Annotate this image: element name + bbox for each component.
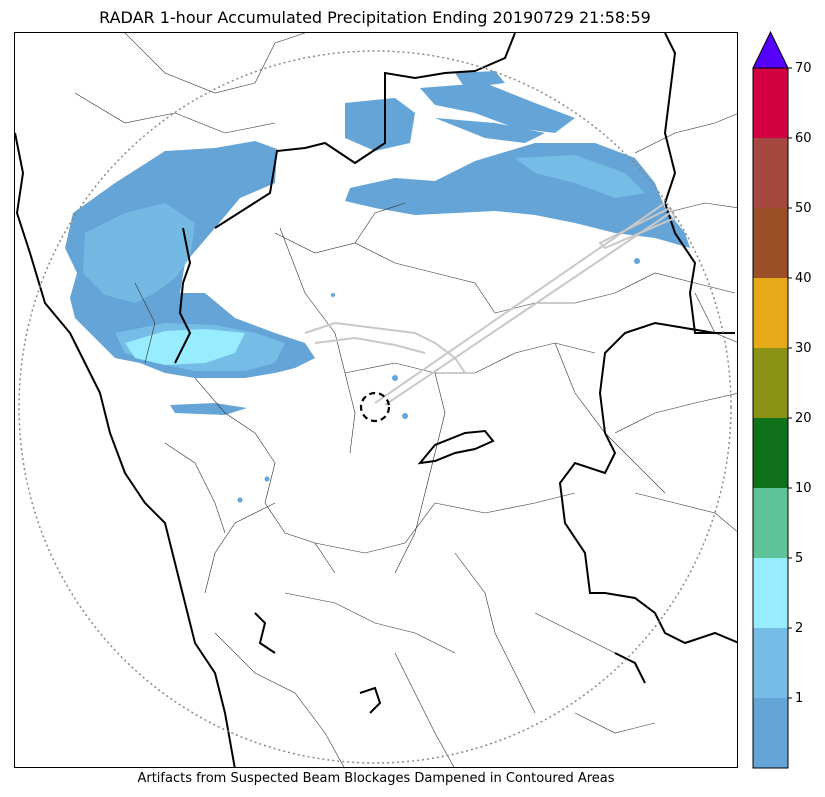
precip-cell xyxy=(392,375,398,381)
colorbar-tick-label: 20 xyxy=(795,411,812,426)
colorbar-bin xyxy=(753,348,788,418)
precip-cell xyxy=(402,413,408,419)
colorbar: 1 2 5 10 20 30 40 50 60 70 xyxy=(745,28,825,773)
precip-area-south-stripe xyxy=(170,403,247,415)
colorbar-bin xyxy=(753,278,788,348)
chart-title: RADAR 1-hour Accumulated Precipitation E… xyxy=(99,8,651,27)
colorbar-extend-arrow xyxy=(752,30,789,69)
radar-site-marker xyxy=(359,391,391,423)
colorbar-tick-label: 2 xyxy=(795,621,803,636)
precip-cell xyxy=(237,497,243,503)
range-ring xyxy=(18,50,732,764)
colorbar-bin xyxy=(753,488,788,558)
precip-area-north-streak2 xyxy=(455,71,505,88)
colorbar-bin xyxy=(753,558,788,628)
colorbar-bin xyxy=(753,418,788,488)
colorbar-outline xyxy=(752,67,789,769)
map-caption: Artifacts from Suspected Beam Blockages … xyxy=(137,771,615,786)
precip-cell xyxy=(264,476,270,482)
precip-area-west-inner xyxy=(83,203,195,303)
map-canvas xyxy=(15,33,737,767)
colorbar-tick-label: 50 xyxy=(795,201,812,216)
precip-area-north xyxy=(345,98,415,151)
precip-area-north-east xyxy=(435,118,545,143)
precip-area-east-inner xyxy=(515,155,645,198)
precip-cell xyxy=(331,293,335,297)
colorbar-bin xyxy=(753,68,788,138)
precip-cell xyxy=(73,306,77,310)
colorbar-tick-label: 5 xyxy=(795,551,803,566)
precip-area-west xyxy=(65,141,315,378)
colorbar-tick-label: 40 xyxy=(795,271,812,286)
precipitation-layer xyxy=(65,71,690,503)
colorbar-tick-label: 60 xyxy=(795,131,812,146)
beam-blockage-contours xyxy=(304,202,677,406)
colorbar-bin xyxy=(753,698,788,768)
colorbar-svg: 1 2 5 10 20 30 40 50 60 70 xyxy=(752,30,812,769)
colorbar-tick-label: 1 xyxy=(795,691,803,706)
colorbar-bin xyxy=(753,628,788,698)
colorbar-bin xyxy=(753,138,788,208)
colorbar-tick-label: 30 xyxy=(795,341,812,356)
precip-cell xyxy=(634,258,640,264)
precip-area-heavy xyxy=(125,329,245,365)
precip-area-north-streak xyxy=(420,83,575,133)
colorbar-bin xyxy=(753,208,788,278)
radar-map xyxy=(14,32,738,768)
colorbar-tick-label: 10 xyxy=(795,481,812,496)
colorbar-tick-label: 70 xyxy=(795,61,812,76)
